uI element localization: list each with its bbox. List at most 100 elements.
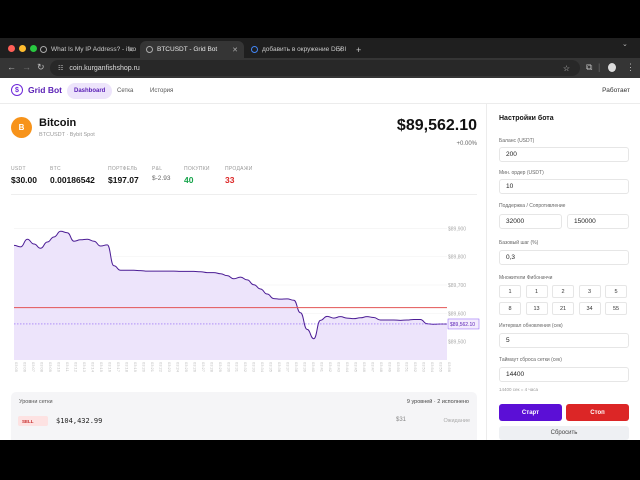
x-tick-label: 03:10: [56, 362, 61, 373]
tab-title: BTCUSDT - Grid Bot: [157, 46, 218, 53]
fib-multiplier-input[interactable]: 55: [605, 302, 627, 315]
level-amount: $31: [396, 417, 407, 423]
x-tick-label: 03:27: [201, 362, 206, 373]
fib-multiplier-input[interactable]: 13: [525, 302, 548, 315]
stat-label: ПОРТФЕЛЬ: [108, 166, 138, 172]
stat-label: ПОКУПКИ: [184, 166, 210, 172]
close-tab-icon[interactable]: ✕: [232, 46, 238, 54]
timeout-input[interactable]: 14400: [499, 367, 629, 382]
back-icon[interactable]: ←: [7, 62, 16, 72]
x-tick-label: 03:34: [260, 362, 265, 373]
x-tick-label: 03:38: [294, 362, 299, 373]
coin-pair: BTCUSDT · Bybit Spot: [39, 132, 95, 138]
balance-label: Баланс (USDT): [499, 138, 535, 144]
x-tick-label: 03:11: [65, 362, 70, 372]
logo[interactable]: $ Grid Bot: [11, 84, 62, 96]
reset-button[interactable]: Сбросить: [499, 426, 629, 440]
address-bar[interactable]: ☷ coin.kurganfishshop.ru ☆: [50, 60, 580, 76]
min-order-input[interactable]: 10: [499, 179, 629, 194]
forward-icon[interactable]: →: [22, 62, 31, 72]
nav-tab-history[interactable]: История: [150, 88, 174, 94]
interval-input[interactable]: 5: [499, 333, 629, 348]
bookmark-star-icon[interactable]: ☆: [562, 63, 570, 73]
x-tick-label: 03:12: [73, 362, 78, 373]
x-tick-label: 03:26: [192, 362, 197, 373]
browser-tab-1[interactable]: BTCUSDT - Grid Bot ✕: [140, 41, 244, 58]
x-tick-label: 03:08: [39, 362, 44, 373]
min-order-label: Мин. ордер (USDT): [499, 170, 544, 176]
fib-multiplier-input[interactable]: 3: [578, 285, 601, 298]
minimize-window-dot[interactable]: [19, 45, 26, 52]
profile-avatar[interactable]: [608, 63, 616, 72]
x-tick-label: 03:55: [439, 362, 444, 373]
maximize-window-dot[interactable]: [30, 45, 37, 52]
coin-name: Bitcoin: [39, 117, 77, 129]
tab-search-chevron-icon[interactable]: ⌄: [622, 41, 628, 48]
grid-levels-summary: 9 уровней · 2 исполнено: [406, 399, 469, 405]
close-tab-icon[interactable]: ✕: [337, 46, 343, 54]
new-tab-button[interactable]: +: [356, 44, 362, 55]
x-tick-label: 03:15: [99, 362, 104, 373]
fib-multiplier-input[interactable]: 5: [605, 285, 627, 298]
extensions-icon[interactable]: ⧉: [586, 62, 593, 72]
x-tick-label: 03:23: [167, 362, 172, 373]
price-chart[interactable]: $89,900 $89,800 $89,700 $89,600 $89,500 $89,5…: [0, 220, 487, 392]
reload-icon[interactable]: ↻: [37, 62, 45, 72]
stat-buys: ПОКУПКИ 40: [184, 166, 210, 185]
browser-tab-2[interactable]: добавить в окружение DEBI ✕: [245, 41, 349, 58]
x-tick-label: 03:29: [218, 362, 223, 373]
stat-value: 33: [225, 175, 235, 185]
settings-panel: Настройки бота Баланс (USDT) 200 Мин. ор…: [488, 104, 640, 440]
fib-multiplier-input[interactable]: 2: [552, 285, 574, 298]
nav-tab-dashboard[interactable]: Dashboard: [67, 83, 113, 99]
stat-value: 40: [184, 175, 194, 185]
x-tick-label: 03:13: [82, 362, 87, 373]
price-change: +0.00%: [456, 141, 477, 147]
fib-multiplier-input[interactable]: 1: [525, 285, 548, 298]
close-tab-icon[interactable]: ✕: [128, 46, 134, 54]
balance-input[interactable]: 200: [499, 147, 629, 162]
x-tick-label: 03:06: [22, 362, 27, 373]
divider: [11, 194, 477, 195]
fib-multiplier-input[interactable]: 21: [552, 302, 574, 315]
level-price: $104,432.99: [56, 417, 103, 425]
toolbar-divider: |: [598, 62, 601, 72]
stat-btc: BTC 0.00186542: [50, 166, 95, 185]
stat-value: 0.00186542: [50, 175, 95, 185]
x-tick-label: 03:40: [311, 362, 316, 373]
x-tick-label: 03:30: [226, 362, 231, 373]
browser-tab-0[interactable]: What Is My IP Address? - ifco ✕: [34, 41, 140, 58]
x-tick-label: 03:18: [124, 362, 129, 373]
nav-tab-grid[interactable]: Сетка: [117, 88, 134, 94]
grid-level-row[interactable]: SELL $104,432.99 $31 Ожидание: [18, 416, 470, 428]
support-input[interactable]: 32000: [499, 214, 562, 229]
current-price-tag: [447, 318, 480, 330]
price-area-fill: [14, 231, 447, 360]
current-price-tag-label: $89,562.10: [450, 322, 475, 328]
x-tick-label: 03:49: [388, 362, 393, 373]
logo-text: Grid Bot: [28, 85, 62, 95]
step-input[interactable]: 0,3: [499, 250, 629, 265]
x-tick-label: 03:16: [107, 362, 112, 373]
stat-value: $-2.93: [152, 175, 171, 182]
fib-multiplier-input[interactable]: 1: [499, 285, 521, 298]
fib-multiplier-input[interactable]: 34: [578, 302, 601, 315]
x-tick-label: 03:32: [243, 362, 248, 373]
x-tick-label: 03:45: [354, 362, 359, 373]
stat-value: $30.00: [11, 175, 37, 185]
x-tick-label: 03:35: [269, 362, 274, 373]
y-tick-label: $89,700: [448, 283, 466, 289]
fib-multiplier-input[interactable]: 8: [499, 302, 521, 315]
side-badge: SELL: [18, 416, 48, 426]
x-tick-label: 03:05: [14, 362, 19, 373]
site-info-icon[interactable]: ☷: [58, 65, 64, 72]
stat-label: USDT: [11, 166, 26, 172]
menu-kebab-icon[interactable]: ⋮: [626, 62, 635, 72]
stat-usdt: USDT $30.00: [11, 166, 37, 185]
start-button[interactable]: Старт: [499, 404, 562, 421]
resistance-input[interactable]: 150000: [567, 214, 629, 229]
close-window-dot[interactable]: [8, 45, 15, 52]
x-tick-label: 03:17: [116, 362, 121, 373]
stop-button[interactable]: Стоп: [566, 404, 629, 421]
x-tick-label: 03:48: [379, 362, 384, 373]
